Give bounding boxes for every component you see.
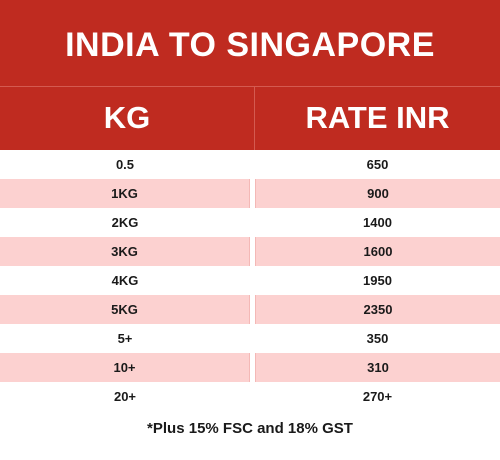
table-row: 2KG 1400 <box>0 208 500 237</box>
cell-rate: 900 <box>255 179 500 208</box>
footnote: *Plus 15% FSC and 18% GST <box>147 420 353 437</box>
cell-rate: 2350 <box>255 295 500 324</box>
table-row: 5KG 2350 <box>0 295 500 324</box>
table-row: 20+ 270+ <box>0 382 500 411</box>
cell-kg: 20+ <box>113 389 137 404</box>
table-row: 5+ 350 <box>0 324 500 353</box>
cell-rate: 650 <box>366 157 389 172</box>
header-kg: KG <box>0 86 255 150</box>
page-title: INDIA TO SINGAPORE <box>65 25 435 64</box>
cell-rate: 1400 <box>363 215 392 230</box>
cell-rate: 350 <box>366 331 389 346</box>
table-row: 3KG 1600 <box>0 237 500 266</box>
cell-rate: 270+ <box>362 389 393 404</box>
cell-kg: 5KG <box>0 295 250 324</box>
table-row: 4KG 1950 <box>0 266 500 295</box>
title-bar: INDIA TO SINGAPORE <box>0 0 500 86</box>
cell-kg: 3KG <box>0 237 250 266</box>
header-rate: RATE INR <box>305 100 450 135</box>
cell-kg: 0.5 <box>115 157 135 172</box>
cell-kg: 10+ <box>0 353 250 382</box>
cell-rate: 1600 <box>255 237 500 266</box>
cell-kg: 1KG <box>0 179 250 208</box>
table-row: 10+ 310 <box>0 353 500 382</box>
rate-table: 0.5 650 1KG 900 2KG 1400 3KG 1600 4KG 19… <box>0 150 500 411</box>
cell-kg: 4KG <box>111 273 139 288</box>
table-header: KG RATE INR <box>0 86 500 150</box>
table-row: 1KG 900 <box>0 179 500 208</box>
cell-kg: 2KG <box>111 215 139 230</box>
cell-rate: 1950 <box>363 273 392 288</box>
header-divider <box>0 86 500 87</box>
cell-rate: 310 <box>255 353 500 382</box>
cell-kg: 5+ <box>117 331 133 346</box>
table-row: 0.5 650 <box>0 150 500 179</box>
